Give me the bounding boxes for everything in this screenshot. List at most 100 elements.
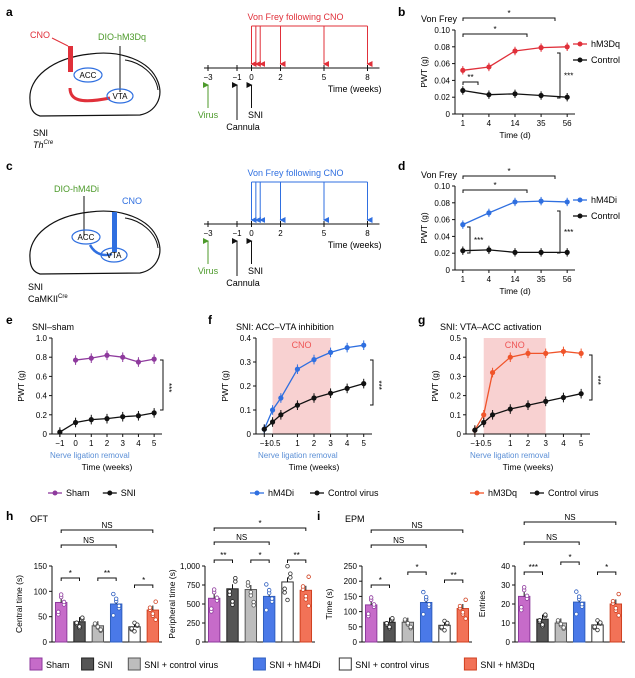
sig-label: * <box>493 25 496 34</box>
data-dot <box>111 613 116 618</box>
legend-dot <box>577 197 583 203</box>
panel-label-a: a <box>6 5 13 19</box>
y-axis-label: PWT (g) <box>220 370 230 402</box>
data-point <box>460 222 466 228</box>
y-tick-label: 20 <box>501 600 510 609</box>
y-tick-label: 0.04 <box>434 232 450 241</box>
sig-label: * <box>568 553 571 562</box>
acc-label-a: ACC <box>80 71 97 80</box>
legend-label: hM3Dq <box>591 39 620 49</box>
data-dot <box>77 624 82 629</box>
data-dot <box>282 590 287 595</box>
sig-label: *** <box>564 228 573 237</box>
series-line <box>75 354 155 363</box>
x-tick-label: −1 <box>260 439 270 448</box>
y-axis-label: PWT (g) <box>430 370 440 402</box>
legend-dot <box>577 41 583 47</box>
data-dot <box>555 618 561 623</box>
data-point <box>361 342 367 348</box>
data-dot <box>113 596 119 601</box>
data-point <box>578 350 584 356</box>
y-tick-label: 0.10 <box>434 182 450 191</box>
data-dot <box>426 602 432 607</box>
data-dot <box>371 602 377 607</box>
data-dot <box>595 618 600 623</box>
data-dot <box>269 596 275 601</box>
data-dot <box>282 586 287 591</box>
timeline-tick-label: −1 <box>232 73 242 82</box>
data-point <box>311 357 317 363</box>
chart-title: SNI: ACC–VTA inhibition <box>236 322 334 332</box>
y-tick-label: 0.1 <box>240 406 252 415</box>
data-dot <box>558 621 564 627</box>
x-tick-label: 5 <box>579 439 584 448</box>
sig-bracket <box>589 354 593 401</box>
legend-dot <box>577 213 583 219</box>
cannula-label: Cannula <box>226 122 260 132</box>
y-axis-label: PWT (g) <box>419 56 429 88</box>
x-tick-label: −1 <box>55 439 65 448</box>
y-tick-label: 0.4 <box>36 392 48 401</box>
sig-label: * <box>415 563 418 572</box>
timeline-tick-label: 5 <box>322 229 327 238</box>
y-tick-label: 0.3 <box>240 358 252 367</box>
data-point <box>564 249 570 255</box>
data-dot <box>592 624 597 630</box>
x-tick-label: 2 <box>312 439 317 448</box>
sig-label: * <box>379 576 382 585</box>
y-tick-label: 0.5 <box>450 334 462 343</box>
virus-name-a: DIO-hM3Dq <box>98 32 146 42</box>
sig-bracket <box>60 577 80 581</box>
data-dot <box>445 620 450 626</box>
bar <box>226 588 239 643</box>
legend-dot <box>52 490 58 496</box>
x-tick-label: 5 <box>361 439 366 448</box>
data-dot <box>245 580 251 585</box>
sig-label: * <box>493 181 496 190</box>
x-tick-label: 3 <box>120 439 125 448</box>
legend-label: Sham <box>46 660 70 670</box>
data-dot <box>61 599 67 605</box>
data-dot <box>251 599 256 605</box>
timeline-tick-label: 8 <box>365 229 370 238</box>
sig-bracket <box>523 571 543 575</box>
timeline-tick-label: 2 <box>278 229 283 238</box>
sig-bracket <box>60 544 117 548</box>
y-axis-label: Peripheral time (s) <box>167 569 177 639</box>
data-point <box>564 199 570 205</box>
vta-region-c <box>100 247 128 263</box>
data-dot <box>524 593 530 599</box>
data-point <box>512 91 518 97</box>
chart-e: 0 0.2 0.4 0.6 0.8 1.0 −1 0 1 2 3 4 5 Time (weeks) PWT … <box>16 322 173 472</box>
data-point <box>88 355 94 361</box>
data-dot <box>129 626 134 631</box>
timeline-tick-label: −3 <box>203 73 213 82</box>
y-tick-label: 1.0 <box>36 334 48 343</box>
sni-label-c: SNI <box>28 282 43 292</box>
data-point <box>543 350 549 356</box>
data-dot <box>616 613 621 618</box>
data-point <box>489 412 496 418</box>
x-tick-label: 2 <box>105 439 110 448</box>
sig-bracket <box>213 559 233 563</box>
data-point <box>72 357 79 363</box>
legend-label: hM3Dq <box>488 488 517 498</box>
timeline-tick-label: 5 <box>322 73 327 82</box>
y-tick-label: 0.2 <box>240 382 252 391</box>
y-tick-label: 0.3 <box>450 372 462 381</box>
data-point <box>269 419 276 425</box>
legend-dot <box>314 490 320 496</box>
y-tick-label: 0.02 <box>434 93 450 102</box>
sig-label: * <box>507 9 510 18</box>
sig-label: * <box>258 551 261 560</box>
data-dot <box>92 621 98 626</box>
y-tick-label: 150 <box>34 562 48 571</box>
cannula-a <box>68 46 73 72</box>
vta-label-c: VTA <box>107 251 123 260</box>
x-tick-label: 3 <box>328 439 333 448</box>
x-tick-label: 1 <box>508 439 513 448</box>
x-tick-label: 0 <box>73 439 78 448</box>
brain-outline-a <box>29 52 161 117</box>
data-dot <box>264 607 269 613</box>
sig-label: * <box>258 519 261 528</box>
